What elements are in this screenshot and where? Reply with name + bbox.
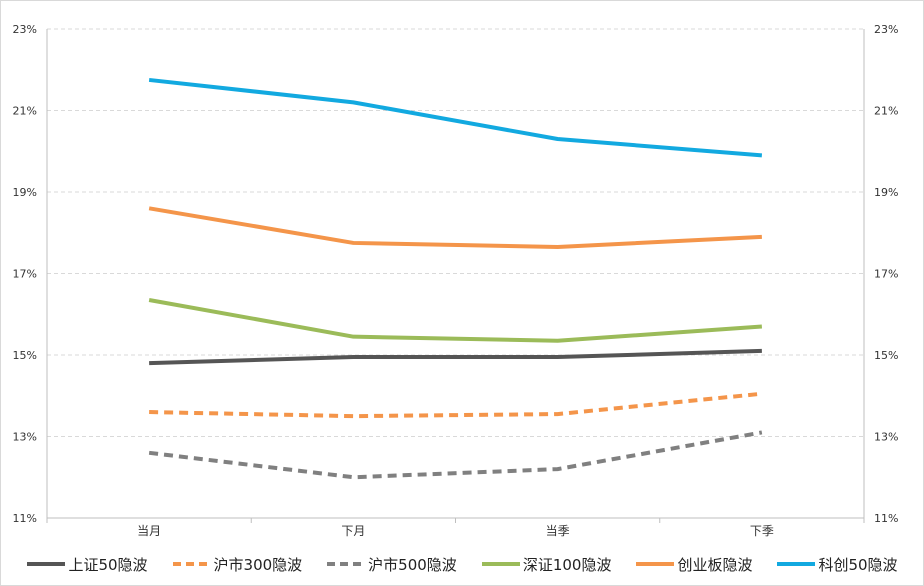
series-line: [149, 348, 762, 366]
legend-item: 科创50隐波: [776, 554, 898, 575]
legend-label: 上证50隐波: [68, 555, 148, 574]
x-tick-label: 下季: [750, 524, 774, 538]
legend-item: 创业板隐波: [635, 554, 752, 575]
legend-swatch: [27, 562, 66, 566]
legend-item: 深证100隐波: [481, 554, 612, 575]
series-line: [148, 430, 763, 480]
series-line: [148, 206, 762, 250]
y-tick-label-left: 23%: [13, 23, 37, 36]
series-line: [149, 391, 763, 419]
y-tick-label-left: 21%: [13, 105, 37, 118]
legend-item: 沪市500隐波: [326, 554, 457, 575]
y-tick-label-right: 19%: [874, 186, 898, 199]
legend-label: 科创50隐波: [818, 555, 898, 574]
legend-item: 上证50隐波: [26, 554, 148, 575]
legend-swatch: [777, 562, 816, 566]
legend-swatch: [636, 562, 675, 566]
line-chart: 11% 11% 13% 13% 15% 15% 17% 17% 19% 19% 21% 21% 23% 2…: [13, 23, 899, 538]
y-tick-label-right: 11%: [874, 512, 898, 525]
legend-label: 创业板隐波: [677, 555, 753, 574]
y-tick-label-right: 17%: [874, 268, 898, 281]
y-tick-label-right: 21%: [874, 105, 898, 118]
legend-swatch: [172, 562, 211, 566]
series-line: [148, 298, 763, 343]
x-tick-label: 当季: [546, 524, 570, 538]
y-tick-label-left: 11%: [13, 512, 37, 525]
chart-legend: 上证50隐波 沪市300隐波 沪市500隐波 深证100隐波 创业板隐波 科创50隐波: [0, 550, 924, 578]
legend-label: 沪市500隐波: [368, 555, 457, 574]
legend-swatch: [481, 562, 520, 566]
series-line: [148, 77, 763, 158]
y-tick-label-left: 15%: [13, 349, 37, 362]
legend-item: 沪市300隐波: [172, 554, 303, 575]
legend-swatch: [327, 562, 366, 566]
legend-label: 沪市300隐波: [213, 555, 303, 574]
y-tick-label-right: 15%: [874, 349, 898, 362]
y-tick-label-left: 13%: [13, 431, 37, 444]
y-tick-label-right: 23%: [874, 23, 898, 36]
y-tick-label-right: 13%: [874, 431, 898, 444]
y-tick-label-left: 17%: [13, 268, 37, 281]
x-tick-label: 下月: [341, 524, 365, 538]
x-tick-label: 当月: [137, 524, 161, 538]
legend-label: 深证100隐波: [522, 555, 612, 574]
y-tick-label-left: 19%: [13, 186, 37, 199]
